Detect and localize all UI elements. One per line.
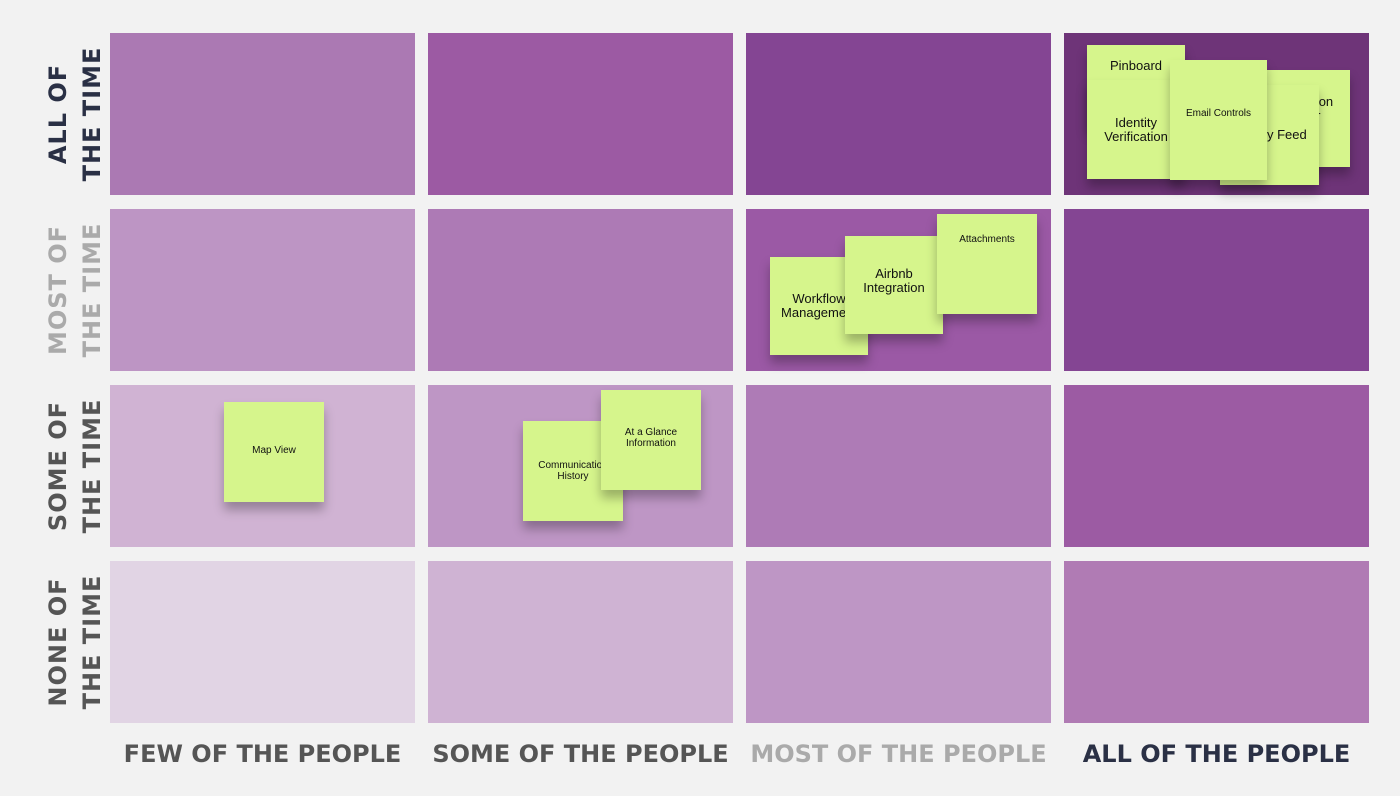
note-text: Workflow Management — [781, 291, 857, 320]
cell-most-of-the-time-some-of-the-people — [428, 209, 733, 371]
row-label-line1: SOME OF — [44, 400, 72, 532]
row-label-line1: NONE OF — [44, 577, 72, 707]
cell-some-of-the-time-most-of-the-people — [746, 385, 1051, 547]
note-text: Map View — [252, 444, 296, 456]
cell-none-of-the-time-few-of-the-people — [110, 561, 415, 723]
note-text: At a Glance Information — [624, 427, 678, 449]
note-text: Email Controls — [1185, 107, 1252, 119]
row-label-line2: THE TIME — [78, 222, 106, 358]
cell-most-of-the-time-few-of-the-people — [110, 209, 415, 371]
sticky-note-airbnb-integration[interactable]: Airbnb Integration — [845, 236, 943, 334]
row-label-line2: THE TIME — [78, 398, 106, 534]
column-label-some-of-the-people: SOME OF THE PEOPLE — [432, 740, 729, 768]
column-label-most-of-the-people: MOST OF THE PEOPLE — [750, 740, 1047, 768]
cell-none-of-the-time-most-of-the-people — [746, 561, 1051, 723]
cell-none-of-the-time-some-of-the-people — [428, 561, 733, 723]
note-text: Identity Verification — [1104, 114, 1168, 144]
sticky-note-attachments[interactable]: Attachments — [937, 214, 1037, 314]
note-text: Communication History — [538, 460, 608, 482]
column-label-all-of-the-people: ALL OF THE PEOPLE — [1082, 740, 1351, 768]
cell-all-of-the-time-few-of-the-people — [110, 33, 415, 195]
sticky-note-email-controls[interactable]: Email Controls — [1170, 60, 1267, 180]
cell-some-of-the-time-all-of-the-people — [1064, 385, 1369, 547]
sticky-note-at-a-glance-information[interactable]: At a Glance Information — [601, 390, 701, 490]
sticky-note-identity-verification[interactable]: Identity Verification — [1087, 80, 1185, 179]
cell-all-of-the-time-most-of-the-people — [746, 33, 1051, 195]
cell-none-of-the-time-all-of-the-people — [1064, 561, 1369, 723]
note-text: Pinboard — [1109, 58, 1163, 73]
row-label-line2: THE TIME — [78, 46, 106, 182]
row-label-most-of-the-time: MOST OF THE TIME — [40, 210, 110, 370]
column-label-few-of-the-people: FEW OF THE PEOPLE — [123, 740, 402, 768]
row-label-line1: MOST OF — [44, 224, 72, 356]
row-label-some-of-the-time: SOME OF THE TIME — [40, 386, 110, 546]
cell-all-of-the-time-some-of-the-people — [428, 33, 733, 195]
row-label-line1: ALL OF — [44, 63, 72, 165]
sticky-note-map-view[interactable]: Map View — [224, 402, 324, 502]
row-label-all-of-the-time: ALL OF THE TIME — [40, 34, 110, 194]
row-label-line2: THE TIME — [78, 574, 106, 710]
cell-most-of-the-time-all-of-the-people — [1064, 209, 1369, 371]
note-text: Attachments — [959, 233, 1015, 245]
note-text: Airbnb Integration — [863, 266, 925, 295]
row-label-none-of-the-time: NONE OF THE TIME — [40, 562, 110, 722]
